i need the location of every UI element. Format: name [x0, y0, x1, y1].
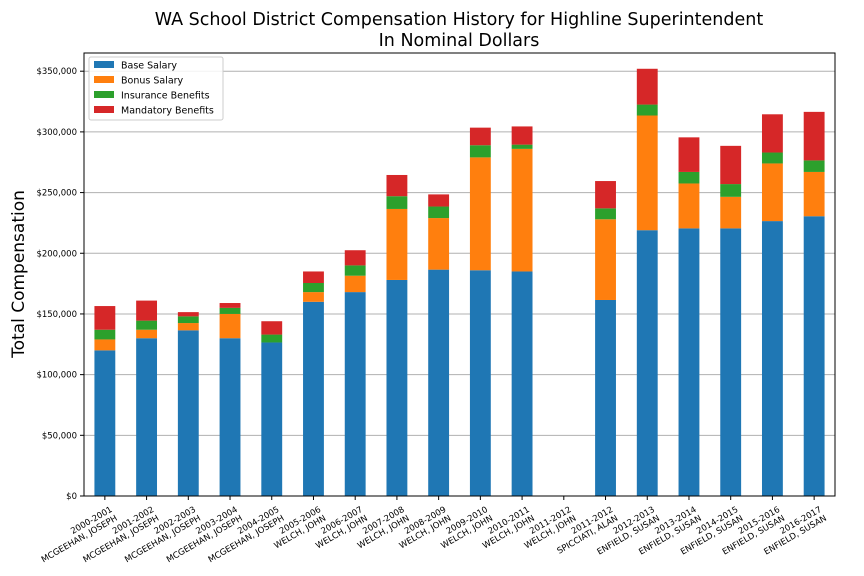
bar-segment: [761, 221, 783, 496]
bar-segment: [136, 300, 158, 321]
y-tick-label: $100,000: [36, 371, 77, 381]
bar-segment: [678, 171, 700, 184]
bar-segment: [177, 330, 199, 496]
chart-subtitle: In Nominal Dollars: [379, 31, 540, 51]
bar-segment: [720, 228, 742, 496]
bar-segment: [803, 216, 825, 496]
bar-segment: [303, 271, 324, 283]
y-tick-label: $350,000: [36, 67, 77, 77]
bar-segment: [344, 265, 366, 276]
chart-title: WA School District Compensation History …: [155, 10, 764, 30]
legend-label: Mandatory Benefits: [121, 106, 214, 117]
bar-segment: [720, 196, 742, 229]
bar-segment: [636, 68, 658, 105]
y-axis: $0 $50,000 $100,000 $150,000 $200,000 $250,00…: [36, 67, 84, 502]
legend-swatch: [94, 91, 114, 98]
bar-segment: [761, 152, 783, 164]
bar-segment: [136, 338, 158, 496]
legend-swatch: [94, 106, 114, 113]
bar-segment: [428, 218, 450, 270]
bar-segment: [678, 183, 700, 229]
bar-segment: [386, 174, 408, 197]
bar-segment: [636, 115, 658, 231]
bar-segment: [303, 301, 324, 496]
bar-segment: [678, 137, 700, 172]
bar-segment: [469, 270, 491, 496]
y-tick-label: $50,000: [42, 431, 77, 441]
bar-segment: [595, 299, 616, 496]
bar-segment: [94, 329, 116, 340]
bar-segment: [469, 127, 491, 146]
bar-segment: [803, 111, 825, 161]
y-tick-label: $150,000: [36, 310, 77, 320]
bar-segment: [803, 171, 825, 217]
bar-segment: [720, 145, 742, 185]
bar-segment: [136, 329, 158, 339]
bar-segment: [219, 338, 241, 496]
gridlines: [84, 70, 835, 497]
bar-segment: [177, 316, 199, 324]
bar-segment: [94, 306, 116, 330]
plot-frame: [83, 52, 836, 497]
bar-segment: [261, 342, 283, 496]
y-tick-label: $300,000: [36, 128, 77, 138]
legend-label: Base Salary: [121, 61, 177, 72]
x-axis: 2000-2001MCGEEHAN, JOSEPH2001-2002MCGEEH…: [35, 496, 829, 565]
bar-segment: [636, 104, 658, 116]
bar-segment: [303, 292, 324, 302]
bar-segment: [761, 114, 783, 153]
legend-swatch: [94, 76, 114, 83]
bar-segment: [678, 228, 700, 496]
bar-segment: [94, 339, 116, 351]
bar-segment: [511, 271, 533, 496]
legend-swatch: [94, 61, 114, 68]
bar-segment: [636, 230, 658, 496]
bar-segment: [177, 323, 199, 331]
bar-segment: [261, 321, 283, 335]
bar-segment: [469, 157, 491, 271]
bar-segment: [469, 145, 491, 158]
bar-segment: [219, 303, 241, 308]
bar-segment: [219, 307, 241, 314]
bar-segment: [595, 181, 616, 209]
y-tick-label: $200,000: [36, 249, 77, 259]
bar-segment: [761, 163, 783, 222]
bar-segment: [344, 250, 366, 266]
bar-segment: [344, 275, 366, 293]
y-axis-label: Total Compensation: [9, 190, 29, 359]
bar-segment: [261, 334, 283, 343]
legend-box: [88, 56, 224, 121]
bar-segment: [511, 148, 533, 272]
bar-segment: [386, 196, 408, 209]
bar-segment: [720, 184, 742, 197]
bar-segment: [386, 279, 408, 496]
y-tick-label: $250,000: [36, 189, 77, 199]
bar-segment: [511, 144, 533, 149]
bar-segment: [595, 208, 616, 220]
x-tick-label: 2000-2001MCGEEHAN, JOSEPH: [35, 505, 120, 565]
bar-segment: [803, 160, 825, 172]
y-tick-label: $0: [66, 492, 77, 502]
bar-segment: [136, 320, 158, 330]
legend-label: Bonus Salary: [121, 76, 184, 87]
bars: [94, 68, 825, 496]
bar-segment: [94, 350, 116, 496]
bar-segment: [428, 194, 450, 207]
bar-segment: [595, 219, 616, 300]
bar-segment: [344, 292, 366, 496]
bar-segment: [428, 269, 450, 496]
bar-segment: [511, 126, 533, 145]
bar-segment: [177, 312, 199, 317]
legend: Base Salary Bonus Salary Insurance Benefit…: [88, 56, 224, 121]
bar-segment: [303, 282, 324, 293]
bar-segment: [386, 208, 408, 280]
bar-segment: [219, 313, 241, 339]
legend-label: Insurance Benefits: [121, 91, 210, 102]
bar-segment: [428, 206, 450, 219]
